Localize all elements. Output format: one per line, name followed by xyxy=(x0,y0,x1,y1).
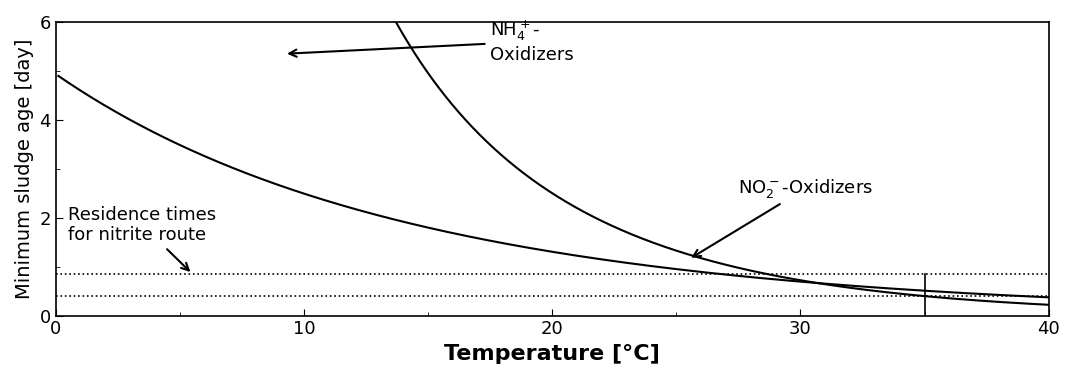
X-axis label: Temperature [°C]: Temperature [°C] xyxy=(444,344,660,364)
Text: NO$_2^-$-Oxidizers: NO$_2^-$-Oxidizers xyxy=(693,177,873,257)
Text: Residence times
for nitrite route: Residence times for nitrite route xyxy=(69,206,216,271)
Text: NH$_4^+$-
Oxidizers: NH$_4^+$- Oxidizers xyxy=(289,19,574,64)
Y-axis label: Minimum sludge age [day]: Minimum sludge age [day] xyxy=(15,39,34,299)
